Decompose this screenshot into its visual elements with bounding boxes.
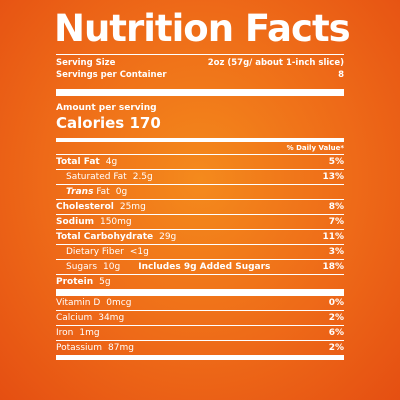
nutrient-percent: 18% (322, 262, 344, 272)
nutrient-label-italic: Trans (66, 187, 94, 197)
nutrient-row-saturated-fat: Saturated Fat 2.5g 13% (56, 170, 344, 185)
nutrient-label: Total Carbohydrate (56, 232, 154, 242)
bottom-divider (56, 356, 344, 360)
vitamin-percent: 2% (328, 313, 344, 323)
vitamin-amount: 34mg (98, 313, 125, 323)
vitamin-amount: 87mg (108, 343, 134, 353)
nutrient-amount: 10g (103, 262, 121, 272)
nutrient-row-protein: Protein 5g (56, 275, 344, 289)
vitamin-row-potassium: Potassium 87mg 2% (56, 341, 344, 356)
nutrient-amount: 5g (99, 277, 111, 287)
thick-divider (56, 89, 344, 96)
divider (56, 54, 344, 55)
nutrient-label: Dietary Fiber (66, 247, 124, 257)
serving-size-row: Serving Size 2oz (57g/ about 1-inch slic… (56, 57, 344, 69)
nutrient-percent: 3% (328, 247, 344, 257)
vitamin-percent: 6% (328, 328, 344, 338)
serving-size-value: 2oz (57g/ about 1-inch slice) (207, 58, 344, 68)
amount-per-serving-label: Amount per serving (56, 103, 157, 113)
thick-divider (56, 289, 344, 296)
nutrient-row-cholesterol: Cholesterol 25mg 8% (56, 200, 344, 215)
nutrient-row-total-carbohydrate: Total Carbohydrate 29g 11% (56, 230, 344, 245)
serving-info: Serving Size 2oz (57g/ about 1-inch slic… (56, 55, 344, 89)
nutrient-row-trans-fat: Trans Fat 0g (56, 185, 344, 200)
vitamin-row-calcium: Calcium 34mg 2% (56, 311, 344, 326)
vitamin-label: Vitamin D (56, 298, 101, 308)
nutrient-amount: 25mg (119, 202, 146, 212)
nutrient-percent: 11% (322, 232, 344, 242)
servings-per-container-label: Servings per Container (56, 70, 167, 80)
page-title: Nutrition Facts (54, 7, 351, 50)
nutrient-label: Saturated Fat (66, 172, 127, 182)
nutrient-label: Sugars (66, 262, 98, 272)
nutrient-row-dietary-fiber: Dietary Fiber <1g 3% (56, 245, 344, 260)
nutrient-amount: 29g (159, 232, 177, 242)
servings-per-container-value: 8 (338, 70, 344, 80)
added-sugars-note: Includes 9g Added Sugars (138, 262, 271, 272)
vitamin-label: Calcium (56, 313, 93, 323)
nutrient-label: Protein (56, 277, 94, 287)
nutrient-row-sugars: Sugars 10g Includes 9g Added Sugars 18% (56, 260, 344, 275)
vitamin-label: Iron (56, 328, 74, 338)
vitamin-label: Potassium (56, 343, 103, 353)
vitamin-amount: 1mg (79, 328, 100, 338)
nutrient-label: Total Fat (56, 157, 100, 167)
servings-per-container-row: Servings per Container 8 (56, 69, 344, 81)
nutrient-amount: <1g (129, 247, 149, 257)
vitamin-percent: 2% (328, 343, 344, 353)
nutrient-row-sodium: Sodium 150mg 7% (56, 215, 344, 230)
nutrient-percent: 13% (322, 172, 344, 182)
nutrient-label: Cholesterol (56, 202, 114, 212)
nutrient-amount: 150mg (99, 217, 132, 227)
serving-size-label: Serving Size (56, 58, 116, 68)
medium-divider (56, 138, 344, 142)
nutrient-amount: 2.5g (132, 172, 153, 182)
vitamin-row-vitamin-d: Vitamin D 0mcg 0% (56, 296, 344, 311)
nutrient-label: Sodium (56, 217, 94, 227)
nutrient-percent: 7% (328, 217, 344, 227)
vitamin-row-iron: Iron 1mg 6% (56, 326, 344, 341)
nutrient-amount: 4g (105, 157, 118, 167)
nutrient-amount: 0g (115, 187, 128, 197)
vitamin-percent: 0% (328, 298, 344, 308)
nutrient-percent: 8% (328, 202, 344, 212)
daily-value-header: % Daily Value* (56, 142, 344, 155)
nutrient-row-total-fat: Total Fat 4g 5% (56, 155, 344, 170)
calories-value: Calories 170 (56, 114, 161, 132)
vitamin-amount: 0mcg (106, 298, 132, 308)
nutrient-label: Fat (96, 187, 110, 197)
nutrient-percent: 5% (328, 157, 344, 167)
